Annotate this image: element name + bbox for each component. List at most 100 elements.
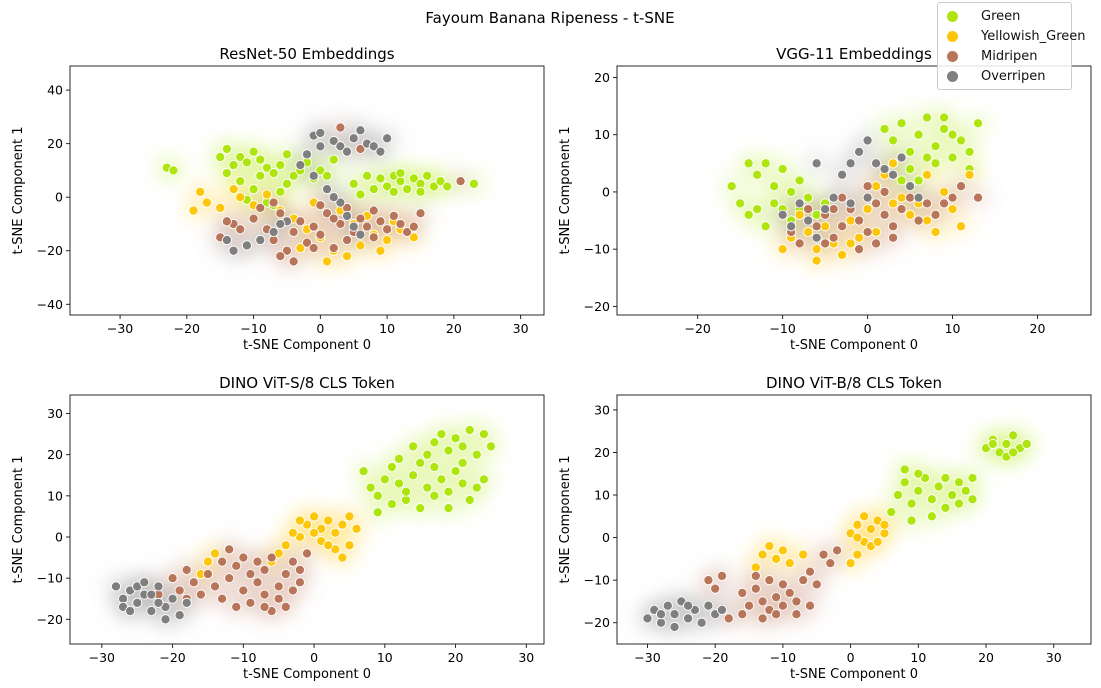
y-tick-label: 0: [55, 190, 63, 205]
point-yellowish-green: [294, 515, 305, 526]
point-midripen: [771, 609, 782, 620]
point-green: [328, 154, 339, 165]
point-green: [348, 178, 359, 189]
y-tick-label: 10: [47, 488, 63, 503]
x-tick-label: −20: [174, 321, 200, 336]
point-yellowish-green: [344, 540, 355, 551]
point-overripen: [160, 614, 171, 625]
point-green: [896, 118, 907, 129]
point-overripen: [683, 613, 694, 624]
point-green: [953, 477, 965, 488]
point-green: [386, 461, 397, 473]
point-yellowish-green: [862, 204, 873, 215]
point-green: [235, 176, 246, 187]
point-midripen: [791, 609, 802, 620]
point-midripen: [757, 613, 768, 624]
point-green: [926, 494, 937, 505]
point-green: [760, 158, 771, 169]
point-yellowish-green: [408, 232, 419, 243]
point-midripen: [362, 221, 373, 232]
point-green: [922, 152, 933, 163]
density-layer: [154, 115, 486, 274]
point-midripen: [930, 209, 941, 220]
point-midripen: [837, 192, 848, 203]
point-midripen: [301, 548, 313, 559]
point-midripen: [888, 232, 899, 243]
point-green: [215, 151, 226, 163]
points-layer: [161, 122, 479, 267]
x-tick-label: 20: [446, 321, 462, 336]
point-overripen: [368, 141, 379, 152]
point-midripen: [217, 556, 228, 567]
point-green: [930, 158, 941, 169]
point-overripen: [905, 181, 916, 192]
point-midripen: [275, 251, 286, 262]
point-midripen: [947, 192, 958, 203]
point-midripen: [913, 215, 924, 226]
point-midripen: [820, 238, 831, 249]
point-midripen: [315, 229, 326, 240]
point-midripen: [315, 200, 326, 211]
axes-frame: [69, 394, 545, 645]
point-green: [408, 173, 419, 184]
point-yellowish-green: [750, 562, 761, 573]
point-green: [464, 494, 475, 506]
point-midripen: [259, 564, 270, 575]
x-tick-label: −10: [230, 650, 256, 665]
point-green: [362, 170, 373, 181]
y-tick-label: −20: [37, 612, 63, 627]
point-overripen: [655, 617, 667, 628]
point-midripen: [803, 204, 814, 215]
point-yellowish-green: [794, 209, 805, 220]
point-overripen: [794, 198, 805, 209]
panel-3: −30 −20 −10 0 10 20 30 −20 −10 0 10 20 30 DINO ViT-S/…: [11, 374, 545, 682]
y-tick-label: 0: [602, 530, 610, 545]
point-green: [899, 477, 910, 488]
figure-title: Fayoum Banana Ripeness - t-SNE: [425, 9, 674, 27]
x-tick-label: 20: [1030, 321, 1046, 336]
point-green: [947, 152, 958, 163]
point-yellowish-green: [955, 221, 967, 232]
point-midripen: [879, 186, 890, 197]
point-yellowish-green: [922, 169, 933, 180]
points-layer: [726, 112, 984, 266]
point-midripen: [879, 209, 890, 220]
point-green: [760, 221, 771, 232]
point-green: [726, 181, 737, 192]
point-green: [255, 154, 266, 165]
point-green: [386, 499, 397, 510]
point-overripen: [301, 149, 313, 160]
point-yellowish-green: [355, 240, 366, 251]
point-midripen: [259, 589, 270, 600]
point-midripen: [784, 587, 795, 598]
point-green: [315, 165, 326, 176]
point-midripen: [743, 600, 755, 611]
point-overripen: [221, 234, 232, 246]
point-green: [261, 162, 272, 173]
point-green: [228, 160, 239, 171]
point-yellowish-green: [337, 552, 348, 563]
legend-marker-midripen: [946, 49, 959, 63]
point-yellowish-green: [811, 255, 822, 266]
point-midripen: [455, 176, 466, 187]
point-green: [429, 437, 440, 448]
point-midripen: [862, 226, 873, 238]
point-green: [372, 490, 383, 501]
y-tick-label: 10: [594, 488, 610, 503]
point-overripen: [342, 210, 353, 221]
y-tick-label: −20: [584, 615, 610, 630]
point-green: [955, 135, 967, 146]
point-midripen: [273, 581, 284, 592]
point-yellowish-green: [964, 169, 975, 180]
x-tick-label: 0: [310, 650, 318, 665]
panel-title: VGG-11 Embeddings: [776, 45, 932, 63]
point-midripen: [181, 564, 192, 575]
point-green: [368, 184, 379, 195]
point-green: [248, 146, 259, 157]
point-midripen: [308, 221, 319, 232]
panel-4: −30 −20 −10 0 10 20 30 −20 −10 0 10 20 30 DINO ViT-B/…: [558, 374, 1092, 682]
point-green: [415, 457, 426, 468]
point-yellowish-green: [803, 226, 814, 238]
point-green: [967, 472, 978, 484]
point-green: [235, 151, 246, 163]
